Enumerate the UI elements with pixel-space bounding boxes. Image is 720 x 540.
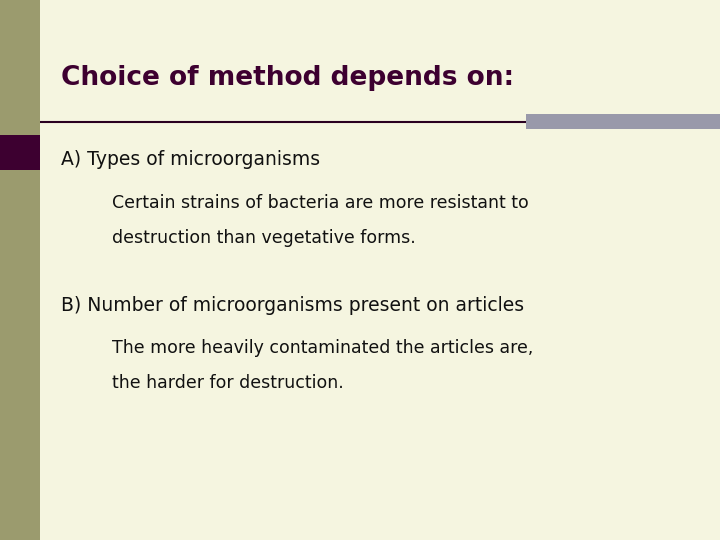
Text: the harder for destruction.: the harder for destruction. xyxy=(112,374,343,393)
Text: B) Number of microorganisms present on articles: B) Number of microorganisms present on a… xyxy=(61,295,524,315)
Text: A) Types of microorganisms: A) Types of microorganisms xyxy=(61,150,320,169)
Text: destruction than vegetative forms.: destruction than vegetative forms. xyxy=(112,228,415,247)
Bar xyxy=(526,114,720,129)
Bar xyxy=(0,135,40,170)
Bar xyxy=(0,0,40,540)
Text: Choice of method depends on:: Choice of method depends on: xyxy=(61,65,514,91)
Text: Certain strains of bacteria are more resistant to: Certain strains of bacteria are more res… xyxy=(112,193,528,212)
Text: The more heavily contaminated the articles are,: The more heavily contaminated the articl… xyxy=(112,339,533,357)
